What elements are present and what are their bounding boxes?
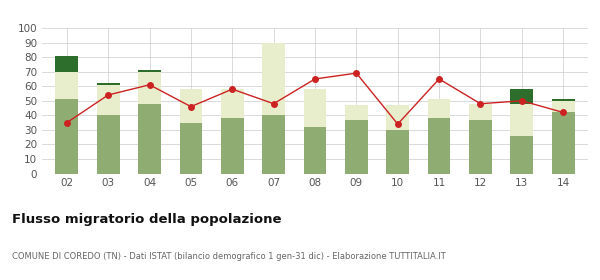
Bar <box>469 104 492 120</box>
Bar <box>55 99 78 174</box>
Bar <box>428 99 451 118</box>
Bar <box>345 120 368 174</box>
Bar <box>179 123 202 174</box>
Bar <box>386 105 409 130</box>
Bar <box>345 105 368 120</box>
Bar <box>179 89 202 123</box>
Bar <box>55 56 78 72</box>
Bar <box>138 104 161 174</box>
Bar <box>469 120 492 174</box>
Bar <box>97 85 119 115</box>
Bar <box>304 127 326 174</box>
Bar <box>97 83 119 85</box>
Bar <box>428 118 451 174</box>
Bar <box>97 115 119 174</box>
Text: Flusso migratorio della popolazione: Flusso migratorio della popolazione <box>12 213 281 226</box>
Bar <box>552 113 575 174</box>
Bar <box>221 118 244 174</box>
Bar <box>138 70 161 72</box>
Text: COMUNE DI COREDO (TN) - Dati ISTAT (bilancio demografico 1 gen-31 dic) - Elabora: COMUNE DI COREDO (TN) - Dati ISTAT (bila… <box>12 252 446 261</box>
Bar <box>511 104 533 136</box>
Bar <box>511 89 533 104</box>
Bar <box>262 115 285 174</box>
Bar <box>552 101 575 113</box>
Bar <box>386 130 409 174</box>
Bar <box>138 72 161 104</box>
Bar <box>304 89 326 127</box>
Bar <box>262 43 285 115</box>
Bar <box>221 89 244 118</box>
Bar <box>511 136 533 174</box>
Bar <box>55 72 78 99</box>
Bar <box>552 99 575 101</box>
